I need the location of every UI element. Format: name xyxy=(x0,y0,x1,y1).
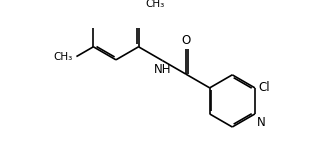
Text: NH: NH xyxy=(154,63,171,76)
Text: CH₃: CH₃ xyxy=(53,52,72,62)
Text: Cl: Cl xyxy=(258,81,270,94)
Text: N: N xyxy=(257,116,266,129)
Text: O: O xyxy=(181,34,191,47)
Text: CH₃: CH₃ xyxy=(146,0,165,9)
